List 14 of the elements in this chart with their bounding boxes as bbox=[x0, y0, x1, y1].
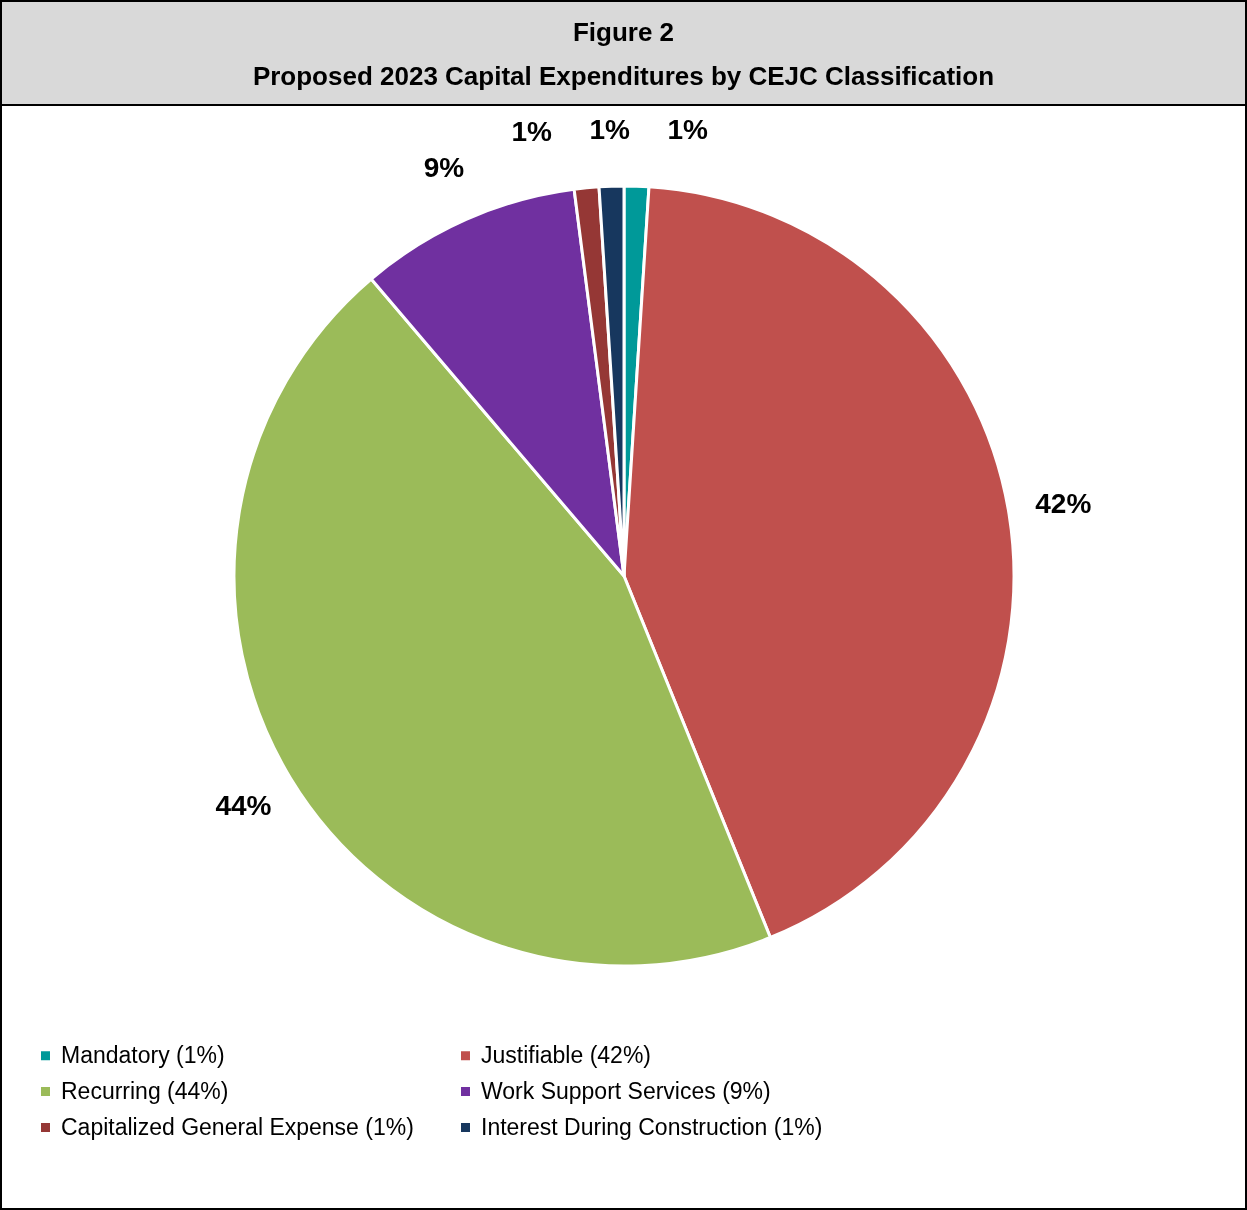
chart-subtitle: Proposed 2023 Capital Expenditures by CEJC Classification bbox=[251, 60, 996, 93]
legend-label: Work Support Services (9%) bbox=[480, 1077, 771, 1104]
legend-label: Interest During Construction (1%) bbox=[480, 1113, 822, 1140]
data-label: 9% bbox=[423, 152, 464, 184]
legend-label: Capitalized General Expense (1%) bbox=[60, 1113, 414, 1140]
chart-title: Figure 2 bbox=[571, 16, 676, 49]
data-label: 42% bbox=[1034, 487, 1091, 519]
legend-label: Justifiable (42%) bbox=[480, 1041, 651, 1068]
data-label: 44% bbox=[214, 789, 272, 821]
legend-label: Recurring (44%) bbox=[60, 1077, 228, 1104]
data-label: 1% bbox=[667, 114, 708, 146]
data-label: 1% bbox=[511, 116, 552, 148]
data-label: 1% bbox=[589, 114, 630, 146]
legend-label: Mandatory (1%) bbox=[60, 1041, 225, 1068]
